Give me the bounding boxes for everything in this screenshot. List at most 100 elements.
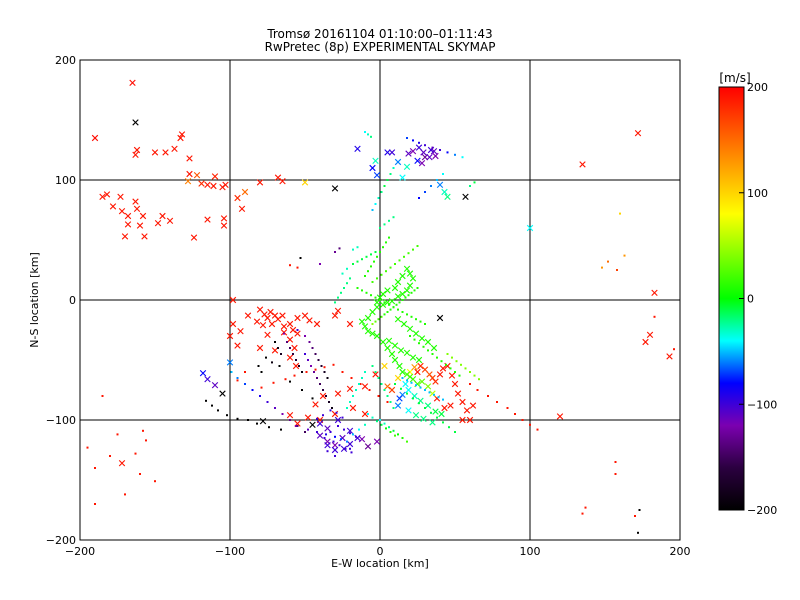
point-dot [469,383,471,385]
point-dot [356,260,359,263]
colorbar-label: [m/s] [719,71,750,85]
point-x [373,299,381,306]
point-dot [247,419,249,421]
point-x [369,164,376,172]
point-dot [352,395,354,397]
point-dot [386,311,389,313]
point-dot [449,367,452,370]
point-dot [380,383,383,385]
point-dot [244,383,246,385]
point-x [429,419,436,426]
point-x [229,320,237,328]
point-dot [581,512,584,515]
point-dot [349,277,351,280]
point-x [420,149,427,156]
point-dot [373,260,375,263]
point-x [109,203,117,210]
point-x [324,442,331,449]
point-dot [521,419,524,421]
point-dot [392,216,395,219]
point-dot [377,377,380,379]
point-dot [377,318,380,321]
x-tick-label: −100 [215,545,245,558]
y-tick-label: −200 [46,534,76,547]
point-x [447,402,454,409]
point-x [651,289,658,296]
point-dot [451,356,453,359]
point-x [388,149,396,156]
point-dot [424,389,426,391]
point-dot [236,377,239,379]
point-dot [301,389,303,391]
point-dot [316,377,318,379]
point-x [394,374,402,382]
point-dot [410,315,413,318]
point-x [666,353,673,360]
point-dot [352,263,354,265]
point-dot [614,461,617,463]
point-dot [412,139,414,142]
point-dot [326,377,329,379]
point-x [354,145,361,152]
point-dot [607,260,609,263]
point-x [99,193,106,200]
point-dot [442,421,444,424]
point-dot [341,416,344,419]
point-dot [145,439,147,442]
point-x [124,221,132,228]
point-dot [349,447,351,450]
point-dot [446,353,449,355]
point-dot [469,371,471,373]
point-dot [487,395,489,397]
point-dot [394,434,396,437]
point-x [409,275,417,282]
point-dot [383,223,386,226]
point-dot [409,335,411,337]
point-dot [478,378,480,381]
point-dot [343,287,345,289]
x-tick-label: 100 [520,545,541,558]
point-dot [376,277,378,280]
point-x [391,342,399,349]
point-dot [419,320,422,323]
point-x [234,342,241,349]
point-x [117,193,124,200]
point-dot [326,450,329,453]
point-dot [319,263,321,265]
point-dot [382,246,384,249]
point-x [154,220,162,227]
point-x [444,193,451,200]
point-x [280,323,288,330]
point-dot [370,265,372,268]
point-dot [329,409,332,412]
point-x [556,413,564,420]
point-x [279,312,286,319]
point-x [396,362,403,370]
point-x [405,386,412,394]
point-dot [584,506,587,509]
point-dot [301,371,303,373]
point-dot [469,185,471,187]
point-dot [389,401,392,403]
point-dot [454,153,456,156]
point-dot [673,348,675,351]
point-dot [415,384,417,387]
colorbar-tick-label: 100 [747,187,768,200]
point-dot [406,392,408,395]
point-dot [415,318,417,321]
point-dot [101,395,104,397]
point-x [271,347,279,354]
point-dot [367,133,369,136]
point-x [319,392,327,400]
point-dot [445,363,447,366]
point-x [424,402,432,409]
point-x [133,146,141,154]
point-dot [361,258,363,261]
point-dot [380,191,383,193]
point-dot [341,272,344,275]
point-x [436,314,444,322]
point-dot [298,365,300,367]
point-x [420,415,427,422]
point-dot [364,131,366,133]
